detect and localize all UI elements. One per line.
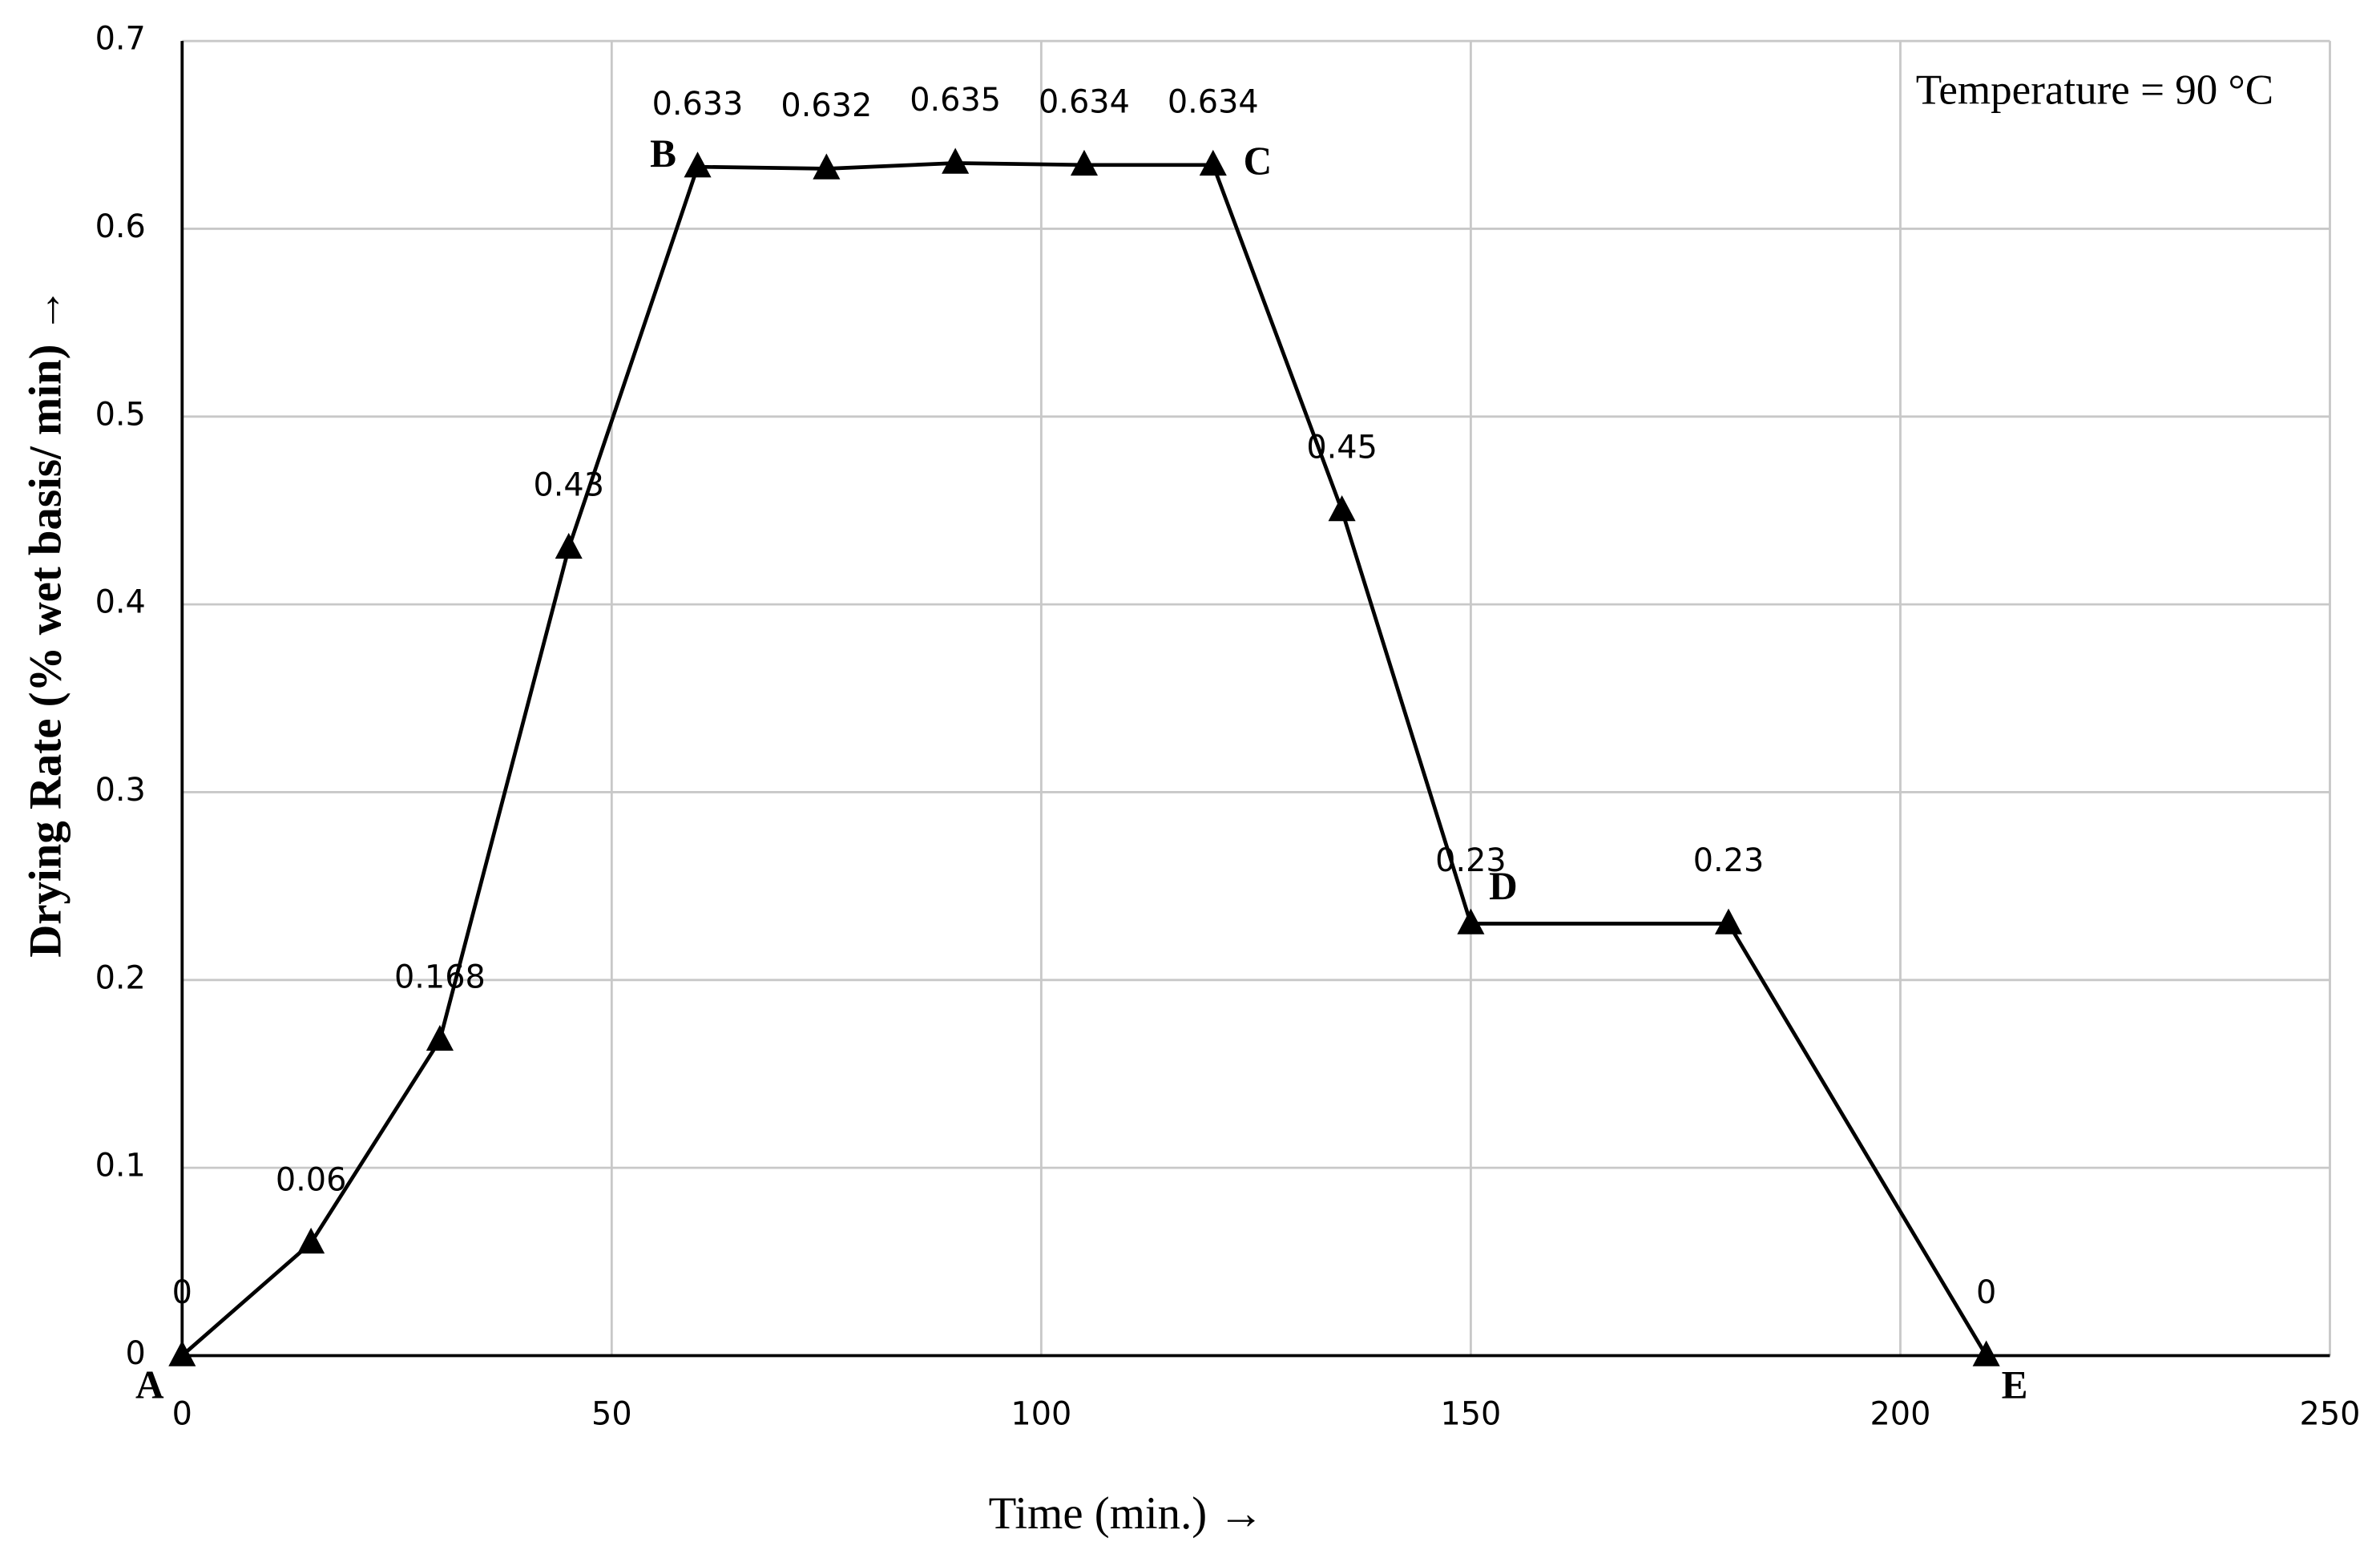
data-label: 0.168	[394, 959, 486, 996]
x-axis-title: Time (min.) →	[989, 1488, 1265, 1539]
point-label: D	[1489, 864, 1518, 908]
data-point	[168, 1340, 196, 1366]
data-label: 0.632	[781, 87, 872, 124]
data-point	[1714, 908, 1743, 934]
data-point	[1070, 149, 1099, 176]
data-label: 0.634	[1039, 84, 1130, 121]
x-tick-label: 100	[1010, 1396, 1071, 1433]
x-tick-label: 200	[1870, 1396, 1931, 1433]
y-axis-title: Drying Rate (% wet basis/ min) →	[21, 287, 71, 957]
x-tick-label: 0	[172, 1396, 192, 1433]
data-label: 0.23	[1435, 842, 1507, 879]
data-point	[1457, 908, 1485, 934]
y-tick-label: 0.6	[95, 208, 146, 245]
x-tick-label: 50	[591, 1396, 632, 1433]
data-point	[942, 147, 970, 174]
data-label: 0.45	[1306, 430, 1378, 466]
data-point	[1972, 1340, 2000, 1366]
data-label: 0	[172, 1274, 192, 1311]
y-tick-label: 0.1	[95, 1148, 146, 1185]
data-label: 0.06	[276, 1162, 347, 1199]
data-label: 0.635	[910, 82, 1001, 119]
data-point	[1328, 495, 1356, 522]
data-label: 0.43	[533, 467, 604, 504]
data-point	[684, 151, 712, 178]
annotation: Temperature = 90 °C	[1916, 67, 2273, 114]
data-label: 0	[1976, 1274, 1996, 1311]
data-point	[813, 153, 841, 180]
data-label: 0.633	[652, 86, 744, 123]
y-tick-label: 0	[126, 1335, 146, 1372]
point-label: C	[1244, 139, 1273, 183]
data-point	[1199, 149, 1227, 176]
grid	[180, 39, 2331, 1357]
data-label: 0.23	[1693, 842, 1765, 879]
x-tick-label: 250	[2300, 1396, 2361, 1433]
data-label: 0.634	[1168, 84, 1259, 121]
data-point	[426, 1024, 454, 1051]
data-point	[555, 532, 583, 559]
point-label: A	[135, 1362, 164, 1407]
y-tick-label: 0.2	[95, 959, 146, 996]
y-tick-label: 0.4	[95, 584, 146, 621]
data-point	[297, 1227, 325, 1254]
y-tick-label: 0.3	[95, 772, 146, 809]
point-label: B	[650, 131, 676, 176]
x-tick-label: 150	[1440, 1396, 1501, 1433]
y-tick-label: 0.7	[95, 21, 146, 58]
y-tick-label: 0.5	[95, 396, 146, 433]
point-label: E	[2002, 1362, 2028, 1407]
